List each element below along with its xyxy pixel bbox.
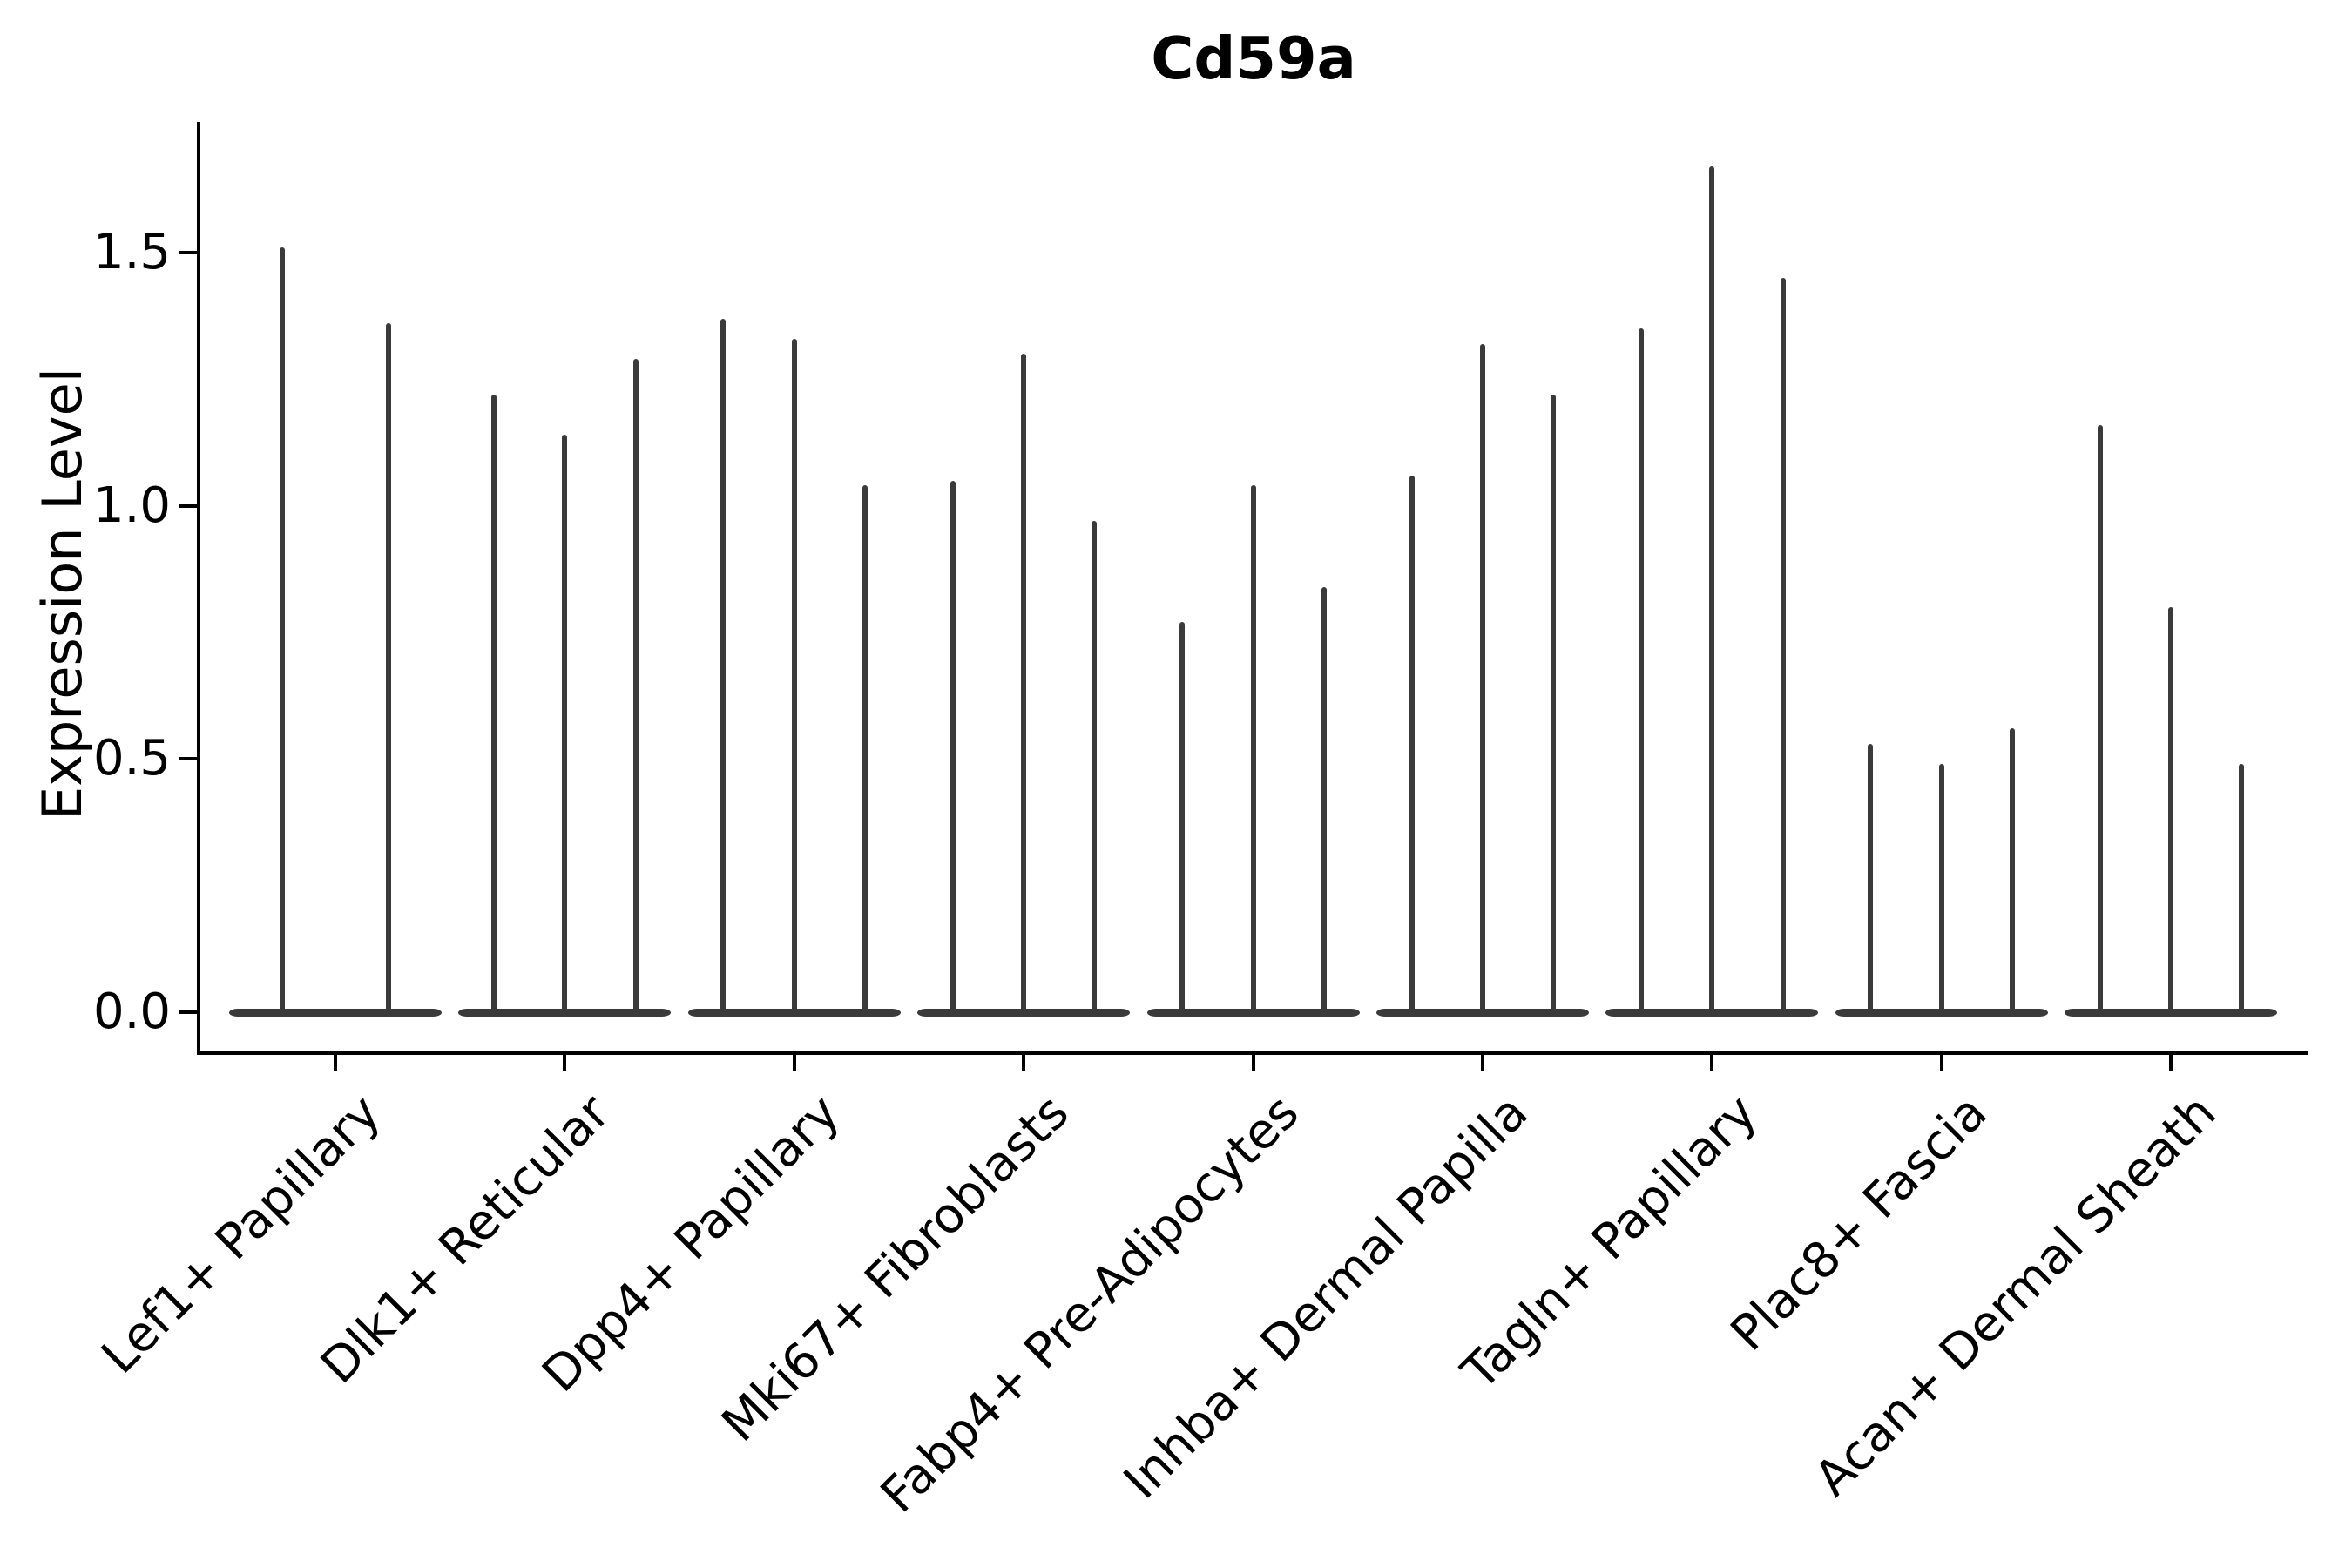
violin-spike bbox=[1551, 394, 1557, 1016]
violin-spike bbox=[1092, 521, 1098, 1016]
violin-spike bbox=[1638, 328, 1644, 1016]
x-tick bbox=[1710, 1055, 1714, 1071]
plot-title: Cd59a bbox=[1151, 24, 1356, 92]
x-tick bbox=[334, 1055, 337, 1071]
violin-spike bbox=[632, 359, 639, 1016]
y-tick bbox=[179, 1010, 197, 1014]
violin-spike bbox=[1709, 166, 1715, 1016]
x-tick bbox=[1480, 1055, 1484, 1071]
violin-spike bbox=[1179, 622, 1186, 1016]
violin-spike bbox=[562, 435, 568, 1016]
violin-spike bbox=[720, 318, 727, 1016]
violin-spike bbox=[2009, 728, 2015, 1016]
violin-spike bbox=[2239, 764, 2245, 1016]
violin-spike bbox=[1938, 764, 1944, 1016]
y-tick-label: 1.5 bbox=[92, 224, 171, 281]
violin-spike bbox=[2097, 424, 2103, 1016]
violin-base bbox=[229, 1008, 442, 1017]
violin-spike bbox=[2168, 606, 2173, 1016]
x-tick bbox=[1939, 1055, 1943, 1071]
y-tick-label: 0.0 bbox=[92, 983, 171, 1040]
y-tick bbox=[179, 757, 197, 761]
violin-spike bbox=[1780, 278, 1786, 1016]
violin-spike bbox=[791, 338, 797, 1016]
y-tick-label: 0.5 bbox=[92, 730, 171, 787]
x-tick bbox=[1022, 1055, 1026, 1071]
y-tick bbox=[179, 504, 197, 508]
violin-spike bbox=[491, 394, 497, 1016]
y-axis-spine bbox=[197, 122, 200, 1053]
y-tick-label: 1.0 bbox=[92, 476, 171, 534]
x-tick bbox=[792, 1055, 796, 1071]
violin-spike bbox=[1250, 485, 1256, 1016]
violin-spike bbox=[386, 323, 391, 1016]
violin-spike bbox=[1321, 586, 1327, 1016]
x-tick bbox=[563, 1055, 567, 1071]
violin-spike bbox=[1479, 343, 1485, 1016]
violin-spike bbox=[1409, 475, 1415, 1016]
y-tick bbox=[179, 251, 197, 255]
violin-spike bbox=[1021, 354, 1027, 1016]
x-tick bbox=[1251, 1055, 1255, 1071]
x-tick bbox=[2169, 1055, 2173, 1071]
violin-spike bbox=[862, 485, 868, 1016]
x-axis-spine bbox=[197, 1051, 2308, 1055]
violin-spike bbox=[280, 247, 285, 1016]
violin-spike bbox=[950, 480, 956, 1016]
violin-spike bbox=[1868, 743, 1874, 1016]
